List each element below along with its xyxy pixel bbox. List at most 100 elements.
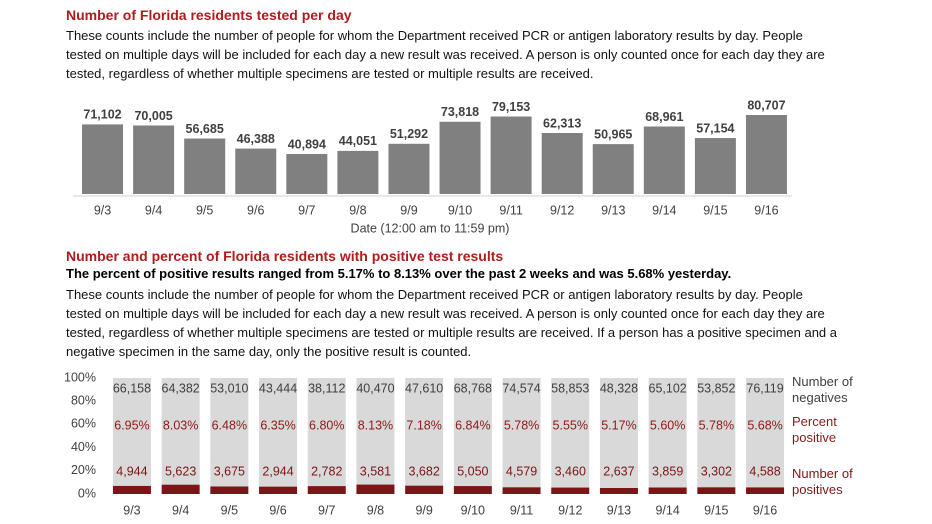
- data-label: 48,328: [600, 381, 638, 395]
- data-label: 5.55%: [553, 418, 588, 432]
- data-label: 5,623: [165, 464, 196, 478]
- bar-segment: [161, 484, 200, 494]
- data-label: 2,637: [603, 464, 634, 478]
- data-label: 68,768: [454, 381, 492, 395]
- bar-segment: [112, 378, 151, 486]
- bar: [439, 121, 481, 194]
- x-tick-label: 9/12: [550, 203, 574, 217]
- x-tick-label: 9/4: [145, 203, 162, 217]
- x-tick-label: 9/4: [172, 503, 189, 517]
- x-tick-label: 9/11: [510, 503, 533, 517]
- chart-description: These counts include the number of peopl…: [66, 287, 838, 359]
- bar-segment: [746, 378, 785, 488]
- bar-segment: [307, 378, 346, 487]
- x-axis-label: Date (12:00 am to 11:59 pm): [351, 221, 510, 235]
- bar-segment: [648, 487, 687, 494]
- bar-segment: [259, 486, 298, 494]
- x-tick-label: 9/3: [94, 203, 111, 217]
- data-label: 53,852: [697, 381, 735, 395]
- bar-segment: [210, 486, 249, 494]
- data-label: 40,470: [356, 381, 394, 395]
- data-label: 73,818: [441, 105, 479, 119]
- x-tick-label: 9/8: [349, 203, 366, 217]
- chart-subtitle: The percent of positive results ranged f…: [66, 266, 732, 281]
- data-label: 3,302: [701, 464, 732, 478]
- data-label: 5.78%: [699, 418, 734, 432]
- bar-segment: [307, 486, 346, 494]
- x-tick-label: 9/5: [221, 503, 238, 517]
- bar: [388, 143, 430, 194]
- bar-segment: [502, 487, 541, 494]
- data-label: 3,682: [409, 464, 440, 478]
- x-tick-label: 9/8: [367, 503, 384, 517]
- x-tick-label: 9/9: [415, 503, 432, 517]
- data-label: 6.95%: [114, 418, 149, 432]
- data-label: 80,707: [747, 98, 785, 112]
- x-tick-label: 9/7: [298, 203, 315, 217]
- x-tick-label: 9/16: [753, 503, 777, 517]
- data-label: 79,153: [492, 100, 530, 114]
- bar: [235, 148, 277, 194]
- bar-segment: [112, 485, 151, 494]
- bar: [490, 116, 532, 194]
- data-label: 5,050: [457, 464, 488, 478]
- y-tick-label: 0%: [78, 486, 96, 500]
- data-label: 56,685: [186, 122, 224, 136]
- bar-segment: [746, 487, 785, 494]
- bar: [745, 115, 787, 194]
- chart-description: These counts include the number of peopl…: [66, 28, 825, 81]
- bar-segment: [210, 378, 249, 487]
- bar-segment: [453, 378, 492, 487]
- data-label: 40,894: [288, 137, 326, 151]
- data-label: 2,944: [262, 464, 293, 478]
- data-label: 44,051: [339, 134, 377, 148]
- x-tick-label: 9/13: [601, 203, 625, 217]
- y-tick-label: 40%: [71, 440, 96, 454]
- x-tick-label: 9/6: [247, 203, 264, 217]
- data-label: 58,853: [551, 381, 589, 395]
- data-label: 76,119: [746, 381, 783, 395]
- bar: [133, 125, 175, 194]
- x-tick-label: 9/7: [318, 503, 335, 517]
- data-label: 6.48%: [212, 418, 247, 432]
- y-tick-label: 100%: [64, 370, 96, 384]
- data-label: 3,859: [652, 464, 683, 478]
- bar: [337, 150, 379, 194]
- data-label: 68,961: [645, 110, 683, 124]
- data-label: 74,574: [502, 381, 540, 395]
- data-label: 3,581: [360, 464, 391, 478]
- bar-segment: [259, 378, 298, 487]
- bar-segment: [599, 487, 638, 494]
- x-tick-label: 9/3: [123, 503, 140, 517]
- data-label: 6.84%: [455, 418, 490, 432]
- data-label: 5.60%: [650, 418, 685, 432]
- x-tick-label: 9/9: [400, 203, 417, 217]
- bar-segment: [697, 487, 736, 494]
- data-label: 65,102: [649, 381, 687, 395]
- data-label: 46,388: [237, 132, 275, 146]
- bar-segment: [405, 485, 444, 494]
- x-tick-label: 9/10: [461, 503, 485, 517]
- data-label: 53,010: [210, 381, 248, 395]
- data-label: 71,102: [83, 108, 121, 122]
- bar-segment: [453, 486, 492, 494]
- data-label: 43,444: [259, 381, 297, 395]
- data-label: 50,965: [594, 127, 632, 141]
- bar-segment: [405, 378, 444, 486]
- data-label: 47,610: [405, 381, 443, 395]
- chart-title: Number and percent of Florida residents …: [66, 248, 504, 264]
- bar-segment: [161, 378, 200, 485]
- bar-segment: [502, 378, 541, 488]
- data-label: 8.13%: [358, 418, 393, 432]
- data-label: 4,588: [749, 464, 780, 478]
- data-label: 6.35%: [260, 418, 295, 432]
- bar-segment: [356, 378, 395, 485]
- x-tick-label: 9/14: [655, 503, 679, 517]
- bar: [541, 133, 583, 194]
- bar-segment: [648, 378, 687, 488]
- bar: [82, 124, 124, 194]
- bar-segment: [599, 378, 638, 488]
- bar: [643, 126, 685, 194]
